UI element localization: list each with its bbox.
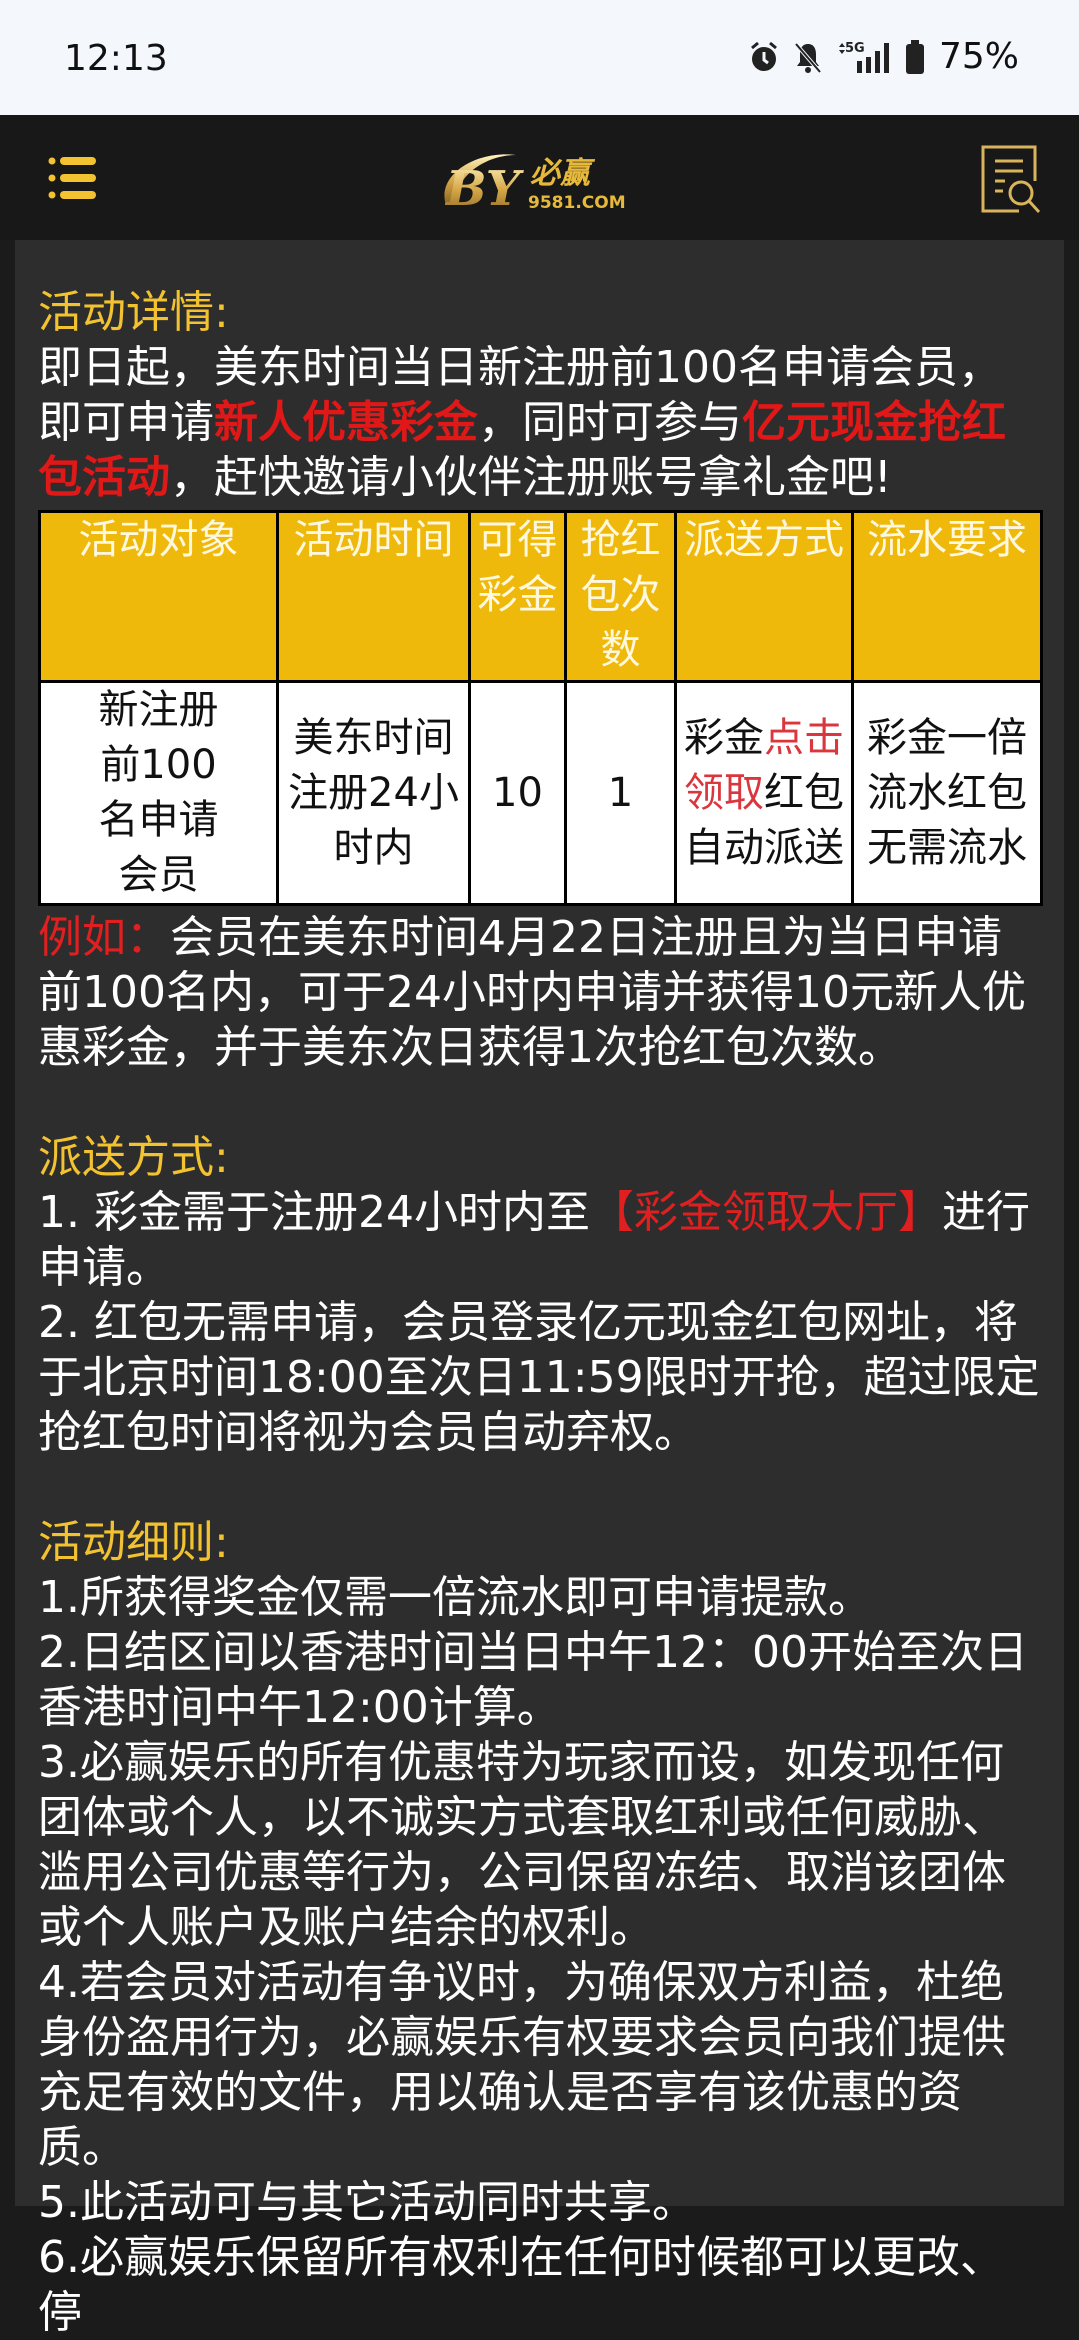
claim-link[interactable]: 点击领取 [684, 714, 844, 816]
highlight-newbie-bonus: 新人优惠彩金 [214, 397, 478, 448]
bell-muted-icon [794, 42, 822, 73]
cell-target: 新注册前100名申请会员 [38, 680, 279, 906]
cell-bonus: 10 [468, 680, 567, 906]
table-header-row: 活动对象 活动时间 可得彩金 抢红包次数 派送方式 流水要求 [38, 510, 1043, 683]
battery-percent: 75% [938, 36, 1019, 77]
delivery-text: 红包自动派送 [684, 769, 844, 871]
details-paragraph: 即日起，美东时间当日新注册前100名申请会员，即可申请新人优惠彩金，同时可参与亿… [38, 340, 1044, 505]
table-row: 新注册前100名申请会员 美东时间注册24小时内 10 1 彩金点击领取红包自动… [38, 680, 1043, 906]
app-header: BY 必赢 9581.COM [0, 115, 1079, 240]
document-search-icon[interactable] [979, 143, 1043, 215]
delivery-text: 1. 彩金需于注册24小时内至 [38, 1187, 590, 1238]
header-bonus: 可得彩金 [468, 510, 567, 683]
rule-item: 2.日结区间以香港时间当日中午12：00开始至次日香港时间中午12:00计算。 [38, 1627, 1028, 1733]
delivery-text: 彩金 [684, 714, 764, 761]
rules-title: 活动细则: [38, 1517, 229, 1568]
header-delivery: 派送方式 [674, 510, 854, 683]
bonus-hall-link[interactable]: 【彩金领取大厅】 [589, 1187, 942, 1238]
delivery-title: 派送方式: [38, 1132, 229, 1183]
svg-text:5G: 5G [845, 41, 865, 56]
cell-delivery: 彩金点击领取红包自动派送 [674, 680, 854, 906]
example-paragraph: 例如：会员在美东时间4月22日注册且为当日申请前100名内，可于24小时内申请并… [38, 910, 1044, 1075]
status-bar: 12:13 5G 75% [0, 0, 1079, 115]
delivery-item-1: 1. 彩金需于注册24小时内至【彩金领取大厅】进行申请。 [38, 1185, 1044, 1295]
promotion-panel: 活动详情: 即日起，美东时间当日新注册前100名申请会员，即可申请新人优惠彩金，… [15, 240, 1064, 2338]
signal-5g-icon: 5G [838, 41, 889, 73]
status-icons: 5G 75% [749, 36, 1019, 77]
highlight-red-packet-event: 亿元现金抢红包活动 [38, 397, 1006, 503]
header-target: 活动对象 [38, 510, 279, 683]
details-text: ，赶快邀请小伙伴注册账号拿礼金吧! [170, 452, 892, 503]
menu-list-icon[interactable] [48, 155, 98, 201]
cell-time: 美东时间注册24小时内 [276, 680, 471, 906]
alarm-icon [751, 41, 777, 71]
example-text: 会员在美东时间4月22日注册且为当日申请前100名内，可于24小时内申请并获得1… [38, 912, 1026, 1073]
header-time: 活动时间 [276, 510, 471, 683]
brand-logo[interactable]: BY 必赢 9581.COM [436, 145, 636, 215]
example-label: 例如： [38, 912, 170, 963]
rule-item: 3.必赢娱乐的所有优惠特为玩家而设，如发现任何团体或个人，以不诚实方式套取红利或… [38, 1737, 1006, 1953]
details-text: ，同时可参与 [478, 397, 742, 448]
svg-text:BY: BY [444, 161, 525, 215]
header-turnover: 流水要求 [851, 510, 1043, 683]
cell-turnover: 彩金一倍流水红包无需流水 [851, 680, 1043, 906]
promotion-table: 活动对象 活动时间 可得彩金 抢红包次数 派送方式 流水要求 新注册前100名申… [38, 510, 1043, 906]
rule-item: 6.必赢娱乐保留所有权利在任何时候都可以更改、停 [38, 2232, 1004, 2338]
svg-text:必赢: 必赢 [530, 156, 596, 191]
details-text: 即日起，美东时间当日新注册前100名申请会员，即可申请 [38, 342, 1002, 448]
status-time: 12:13 [64, 38, 168, 79]
header-count: 抢红包次数 [564, 510, 677, 683]
battery-icon [905, 39, 924, 74]
rule-item: 4.若会员对活动有争议时，为确保双方利益，杜绝身份盗用行为，必赢娱乐有权要求会员… [38, 1957, 1006, 2173]
details-title: 活动详情: [38, 287, 229, 338]
delivery-text: 进行申请。 [38, 1187, 1030, 1293]
rule-item: 1.所获得奖金仅需一倍流水即可申请提款。 [38, 1572, 872, 1623]
promotion-content: 活动详情: 即日起，美东时间当日新注册前100名申请会员，即可申请新人优惠彩金，… [38, 285, 1044, 2340]
delivery-item-2: 2. 红包无需申请，会员登录亿元现金红包网址，将于北京时间18:00至次日11:… [38, 1297, 1040, 1458]
svg-text:9581.COM: 9581.COM [528, 193, 626, 213]
rule-item: 5.此活动可与其它活动同时共享。 [38, 2177, 696, 2228]
cell-count: 1 [564, 680, 677, 906]
